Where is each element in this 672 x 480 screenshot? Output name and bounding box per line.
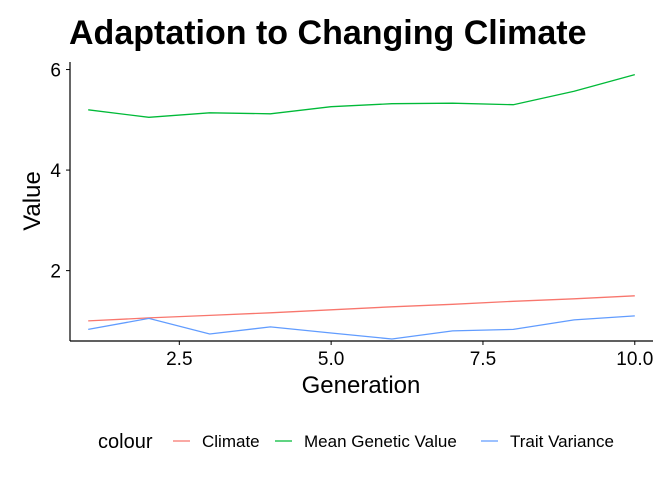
y-tick-label: 2 (50, 262, 61, 283)
x-ticks: 2.5 5.0 7.5 10.0 (166, 341, 653, 370)
y-ticks: 2 4 6 (50, 61, 70, 283)
legend-title: colour (98, 431, 153, 453)
axes (69, 62, 653, 342)
legend: colour Climate Mean Genetic Value Trait Va… (98, 431, 614, 453)
legend-label-climate: Climate (202, 432, 260, 451)
x-axis-title: Generation (302, 372, 421, 399)
legend-label-mean-genetic-value: Mean Genetic Value (304, 432, 457, 451)
y-tick-label: 4 (50, 161, 61, 182)
series-line-trait-variance (88, 315, 635, 340)
x-tick-label: 2.5 (166, 349, 192, 370)
chart-title: Adaptation to Changing Climate (69, 14, 587, 52)
y-axis-title: Value (19, 171, 46, 231)
x-tick-label: 10.0 (616, 349, 653, 370)
series-line-mean-genetic-value (88, 73, 635, 118)
x-tick-label: 5.0 (318, 349, 344, 370)
legend-label-trait-variance: Trait Variance (510, 432, 614, 451)
series-line-climate (88, 295, 635, 322)
series-lines (88, 73, 635, 340)
y-tick-label: 6 (50, 61, 61, 82)
x-tick-label: 7.5 (470, 349, 496, 370)
